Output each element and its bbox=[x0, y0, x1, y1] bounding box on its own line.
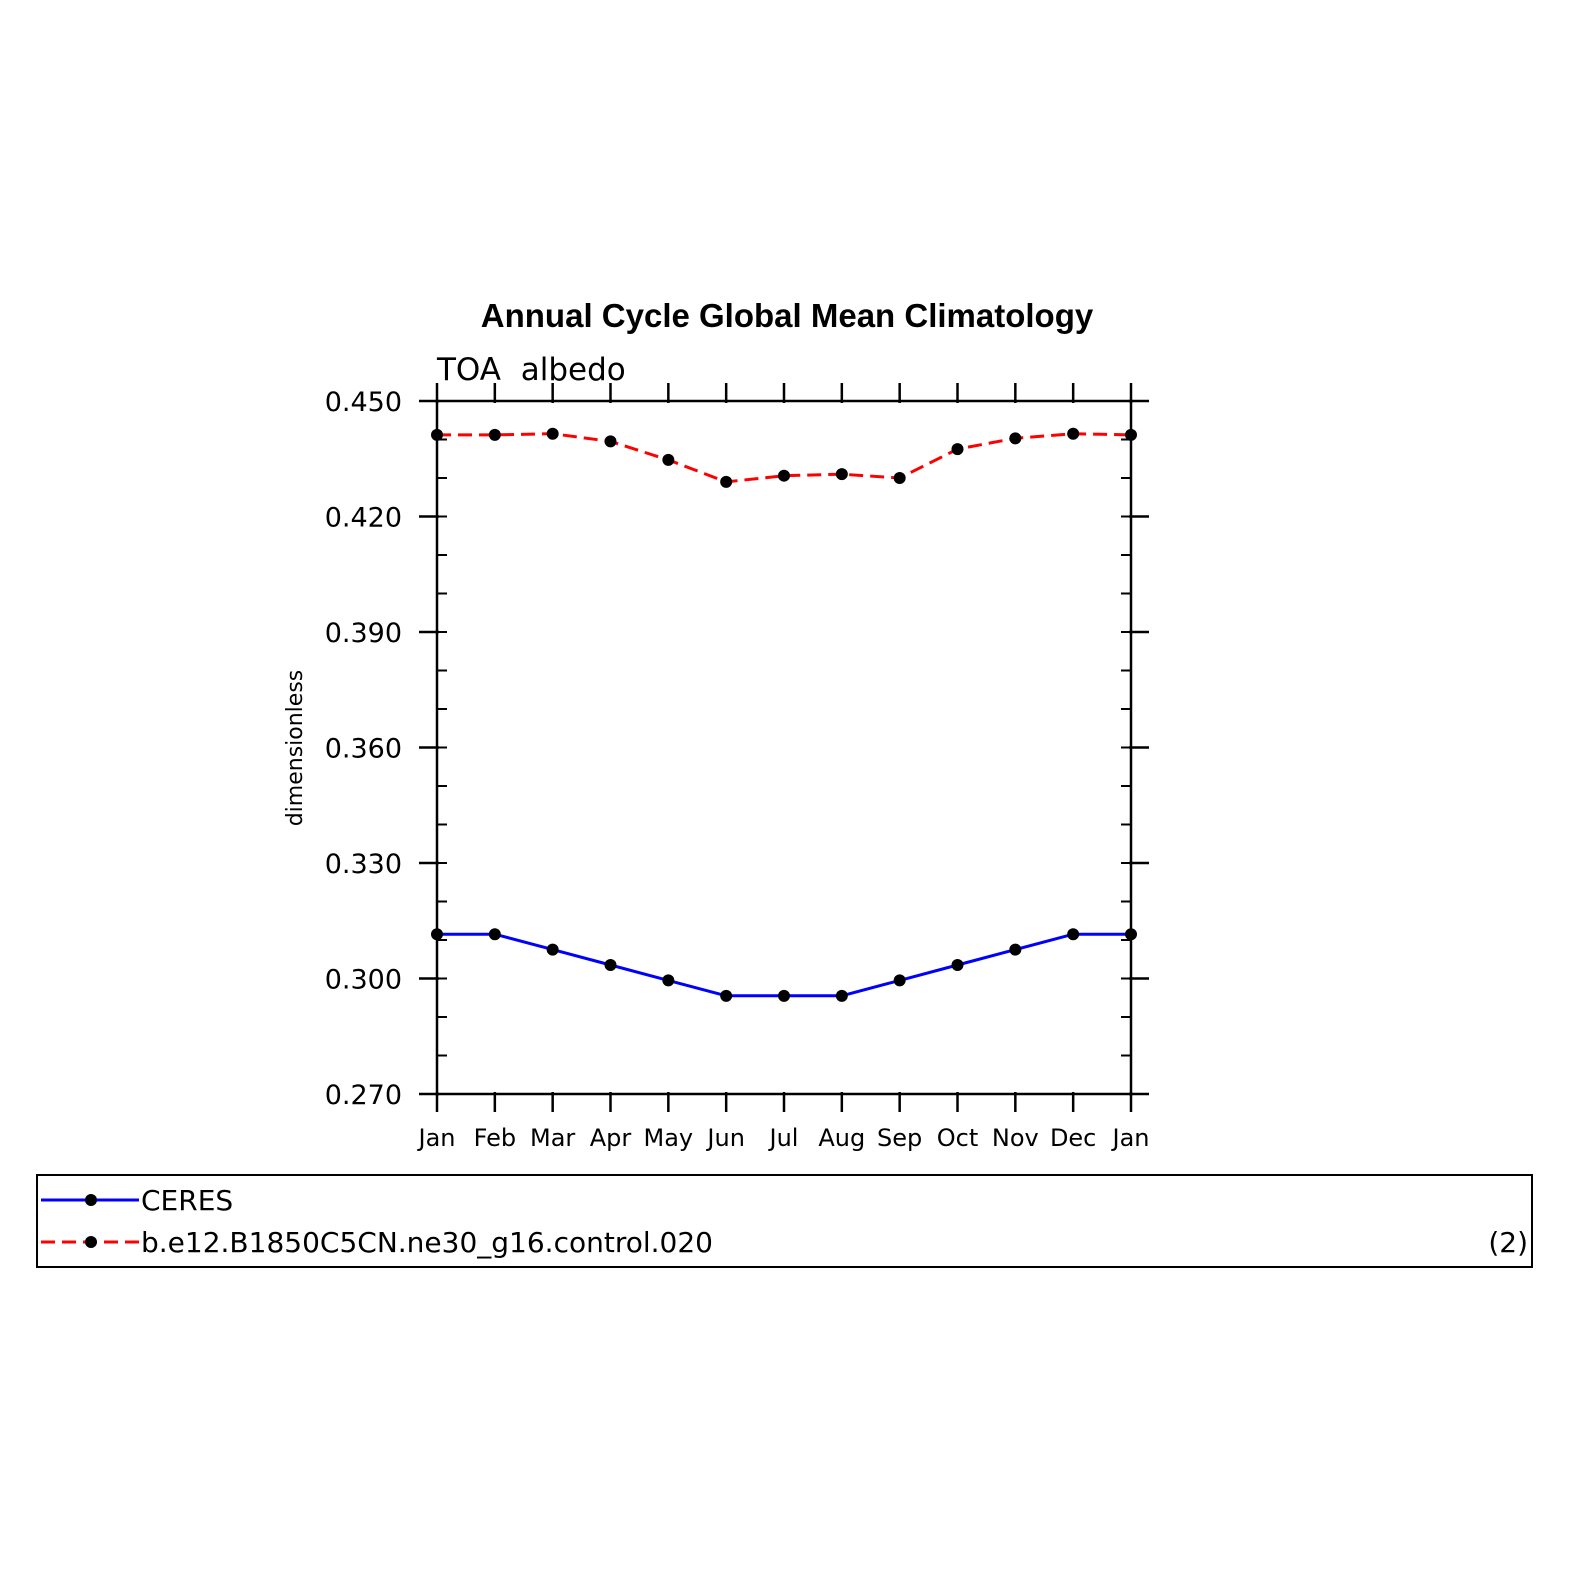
y-tick-label: 0.450 bbox=[325, 387, 402, 418]
x-tick-label: Aug bbox=[818, 1124, 865, 1152]
x-tick-label: Oct bbox=[937, 1124, 979, 1152]
data-point-series-1 bbox=[893, 472, 906, 484]
data-point-series-1 bbox=[1125, 428, 1137, 441]
plot-axes: 0.270 0.300 0.330 0.360 0.390 0.420 0.450 Jan Fe… bbox=[325, 383, 1150, 1152]
x-tick-label: Feb bbox=[474, 1124, 517, 1152]
data-point-series-0 bbox=[778, 989, 790, 1002]
y-tick-label: 0.390 bbox=[325, 618, 402, 649]
data-point-series-1 bbox=[431, 428, 443, 441]
y-axis-label: dimensionless bbox=[283, 670, 308, 827]
data-point-series-0 bbox=[1067, 928, 1080, 941]
data-point-series-1 bbox=[488, 428, 501, 441]
x-tick-label: Jul bbox=[768, 1124, 799, 1152]
data-point-series-0 bbox=[1009, 943, 1022, 956]
data-point-series-0 bbox=[604, 959, 617, 972]
chart-subtitle: TOA albedo bbox=[436, 352, 626, 388]
data-point-series-0 bbox=[1125, 928, 1137, 941]
legend-label-model: b.e12.B1850C5CN.ne30_g16.control.020 bbox=[141, 1226, 713, 1259]
data-point-series-0 bbox=[546, 943, 559, 956]
y-tick-label: 0.300 bbox=[325, 965, 402, 996]
x-tick-label: Mar bbox=[530, 1124, 575, 1152]
data-point-series-1 bbox=[662, 453, 675, 466]
x-tick-label: Jan bbox=[1111, 1124, 1150, 1152]
x-tick-label: Dec bbox=[1050, 1124, 1096, 1152]
data-point-series-0 bbox=[835, 989, 848, 1002]
legend-marker-ceres bbox=[85, 1194, 97, 1206]
data-point-series-1 bbox=[720, 475, 733, 488]
x-tick-label: May bbox=[644, 1124, 694, 1152]
x-tick-label: Jun bbox=[705, 1124, 745, 1152]
y-tick-label: 0.330 bbox=[325, 849, 402, 880]
x-tick-label: Jan bbox=[417, 1124, 456, 1152]
data-point-series-0 bbox=[431, 928, 443, 941]
data-point-series-1 bbox=[604, 435, 617, 448]
data-point-series-1 bbox=[835, 468, 848, 481]
data-point-series-0 bbox=[893, 974, 906, 987]
y-tick-label: 0.270 bbox=[325, 1080, 402, 1111]
data-point-series-0 bbox=[662, 974, 675, 987]
series-layer bbox=[431, 427, 1137, 1002]
data-point-series-0 bbox=[951, 959, 964, 972]
y-tick-label: 0.360 bbox=[325, 734, 402, 765]
x-tick-label: Nov bbox=[992, 1124, 1039, 1152]
x-tick-label: Sep bbox=[877, 1124, 922, 1152]
legend-label-ceres: CERES bbox=[141, 1184, 233, 1217]
data-point-series-0 bbox=[720, 989, 733, 1002]
data-point-series-0 bbox=[488, 928, 501, 941]
chart-title: Annual Cycle Global Mean Climatology bbox=[481, 297, 1094, 334]
data-point-series-1 bbox=[778, 469, 790, 482]
legend-marker-model bbox=[85, 1236, 97, 1248]
data-point-series-1 bbox=[951, 443, 964, 456]
legend-box bbox=[36, 1174, 1533, 1268]
data-point-series-1 bbox=[1067, 427, 1080, 440]
y-tick-label: 0.420 bbox=[325, 503, 402, 534]
data-point-series-1 bbox=[546, 427, 559, 440]
legend: CERES b.e12.B1850C5CN.ne30_g16.control.0… bbox=[36, 1174, 1533, 1268]
panel-annotation: (2) bbox=[1488, 1226, 1528, 1259]
series-line-0 bbox=[437, 932, 1131, 998]
data-point-series-1 bbox=[1009, 432, 1022, 445]
x-tick-label: Apr bbox=[590, 1124, 632, 1152]
